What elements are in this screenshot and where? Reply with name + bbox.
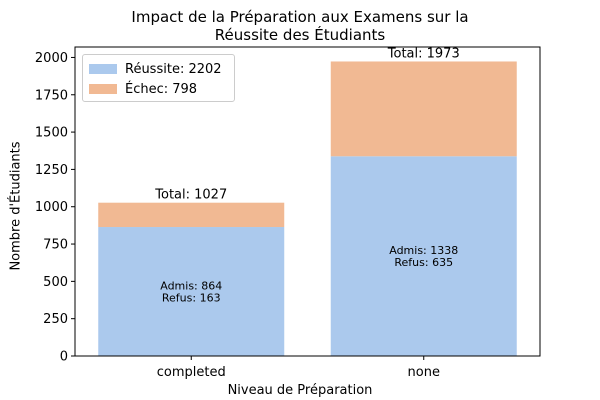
y-tick-label-750: 750 <box>43 238 68 253</box>
bar-none-series-1 <box>330 61 517 157</box>
legend-item-success: Réussite: 2202 <box>89 61 222 77</box>
y-tick-label-0: 0 <box>60 350 68 365</box>
plot-frame <box>74 46 541 357</box>
x-axis-label: Niveau de Préparation <box>227 383 373 398</box>
y-tick-label-1750: 1750 <box>35 88 68 103</box>
legend-swatch-success <box>89 64 117 74</box>
inner-label-refus-none: Refus: 635 <box>394 256 453 269</box>
x-tick-label-completed: completed <box>157 365 226 380</box>
y-tick-label-2000: 2000 <box>35 51 68 66</box>
chart-title-line1: Impact de la Préparation aux Examens sur… <box>131 8 469 26</box>
y-tick-label-1250: 1250 <box>35 163 68 178</box>
inner-label-admis-completed: Admis: 864 <box>160 280 222 293</box>
inner-label-refus-completed: Refus: 163 <box>162 292 221 305</box>
chart-title-line2: Réussite des Étudiants <box>214 26 386 44</box>
y-tick-label-500: 500 <box>43 275 68 290</box>
inner-label-admis-none: Admis: 1338 <box>389 244 458 257</box>
total-label-none: Total: 1973 <box>387 46 460 61</box>
y-tick-label-1000: 1000 <box>35 200 68 215</box>
bar-none-series-0 <box>330 156 517 356</box>
x-tick-label-none: none <box>408 365 440 380</box>
y-axis-label: Nombre d'Étudiants <box>8 141 24 271</box>
legend-swatch-failure <box>89 84 117 94</box>
total-label-completed: Total: 1027 <box>154 188 227 203</box>
bar-completed-series-1 <box>98 202 285 228</box>
y-tick-label-250: 250 <box>43 312 68 327</box>
bar-completed-series-0 <box>98 227 285 356</box>
legend-label-failure: Échec: 798 <box>125 81 198 97</box>
y-tick-label-1500: 1500 <box>35 126 68 141</box>
legend-item-failure: Échec: 798 <box>89 81 197 97</box>
legend-label-success: Réussite: 2202 <box>125 61 222 77</box>
chart-legend: Réussite: 2202 Échec: 798 <box>82 54 235 102</box>
